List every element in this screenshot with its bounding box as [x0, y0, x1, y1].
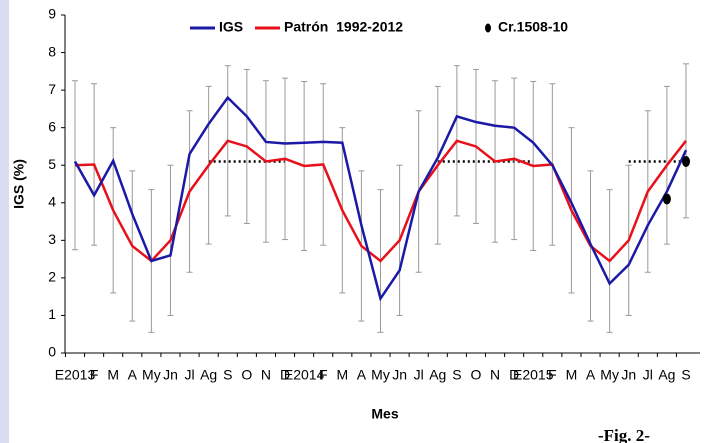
- x-tick-label: Jn: [392, 367, 407, 383]
- x-tick-label: N: [261, 367, 271, 383]
- legend-label: Patrón 1992-2012: [284, 19, 403, 35]
- x-tick-label: A: [586, 367, 596, 383]
- y-tick-label: 9: [48, 6, 56, 22]
- point: [662, 193, 671, 205]
- x-tick-label: Ag: [200, 367, 217, 383]
- x-tick-label: Jl: [185, 367, 195, 383]
- x-tick-label: F: [319, 367, 328, 383]
- x-tick-label: S: [452, 367, 461, 383]
- y-tick-label: 7: [48, 81, 56, 97]
- x-tick-label: A: [357, 367, 367, 383]
- x-tick-label: N: [490, 367, 500, 383]
- x-tick-label: Jn: [163, 367, 178, 383]
- series-line: [73, 95, 688, 302]
- x-tick-label: Jl: [414, 367, 424, 383]
- x-tick-label: F: [548, 367, 557, 383]
- x-tick-label: F: [90, 367, 99, 383]
- x-tick-label: D: [509, 367, 519, 383]
- x-tick-label: M: [566, 367, 578, 383]
- x-tick-label: Jl: [643, 367, 653, 383]
- x-tick-label: E2013: [55, 367, 96, 383]
- x-tick-label: D: [280, 367, 290, 383]
- side-strip: [0, 0, 9, 443]
- x-tick-label: O: [241, 367, 252, 383]
- x-tick-label: Ag: [429, 367, 446, 383]
- x-tick-label: My: [142, 367, 161, 383]
- x-tick-label: M: [107, 367, 119, 383]
- caption: -Fig. 2-: [598, 426, 650, 443]
- point: [682, 155, 690, 167]
- x-tick-label: E2014: [284, 367, 325, 383]
- legend-swatch: [485, 23, 491, 33]
- y-axis-label: IGS (%): [11, 159, 27, 209]
- x-tick-label: S: [681, 367, 690, 383]
- x-tick-label: A: [128, 367, 138, 383]
- x-tick-label: Jn: [621, 367, 636, 383]
- x-tick-label: M: [336, 367, 348, 383]
- legend-label: IGS: [219, 19, 243, 35]
- x-tick-label: E2015: [513, 367, 554, 383]
- y-tick-label: 6: [48, 118, 56, 134]
- y-tick-label: 2: [48, 269, 56, 285]
- y-tick-label: 1: [48, 306, 56, 322]
- x-tick-label: S: [223, 367, 232, 383]
- y-tick-label: 0: [48, 344, 56, 360]
- x-tick-label: O: [471, 367, 482, 383]
- legend-label: Cr.1508-10: [498, 19, 568, 35]
- y-tick-label: 3: [48, 231, 56, 247]
- x-tick-label: My: [600, 367, 619, 383]
- y-tick-label: 5: [48, 156, 56, 172]
- x-axis-label: Mes: [371, 406, 398, 422]
- x-tick-label: Ag: [658, 367, 675, 383]
- y-tick-label: 8: [48, 43, 56, 59]
- y-tick-label: 4: [48, 193, 56, 209]
- x-tick-label: My: [371, 367, 390, 383]
